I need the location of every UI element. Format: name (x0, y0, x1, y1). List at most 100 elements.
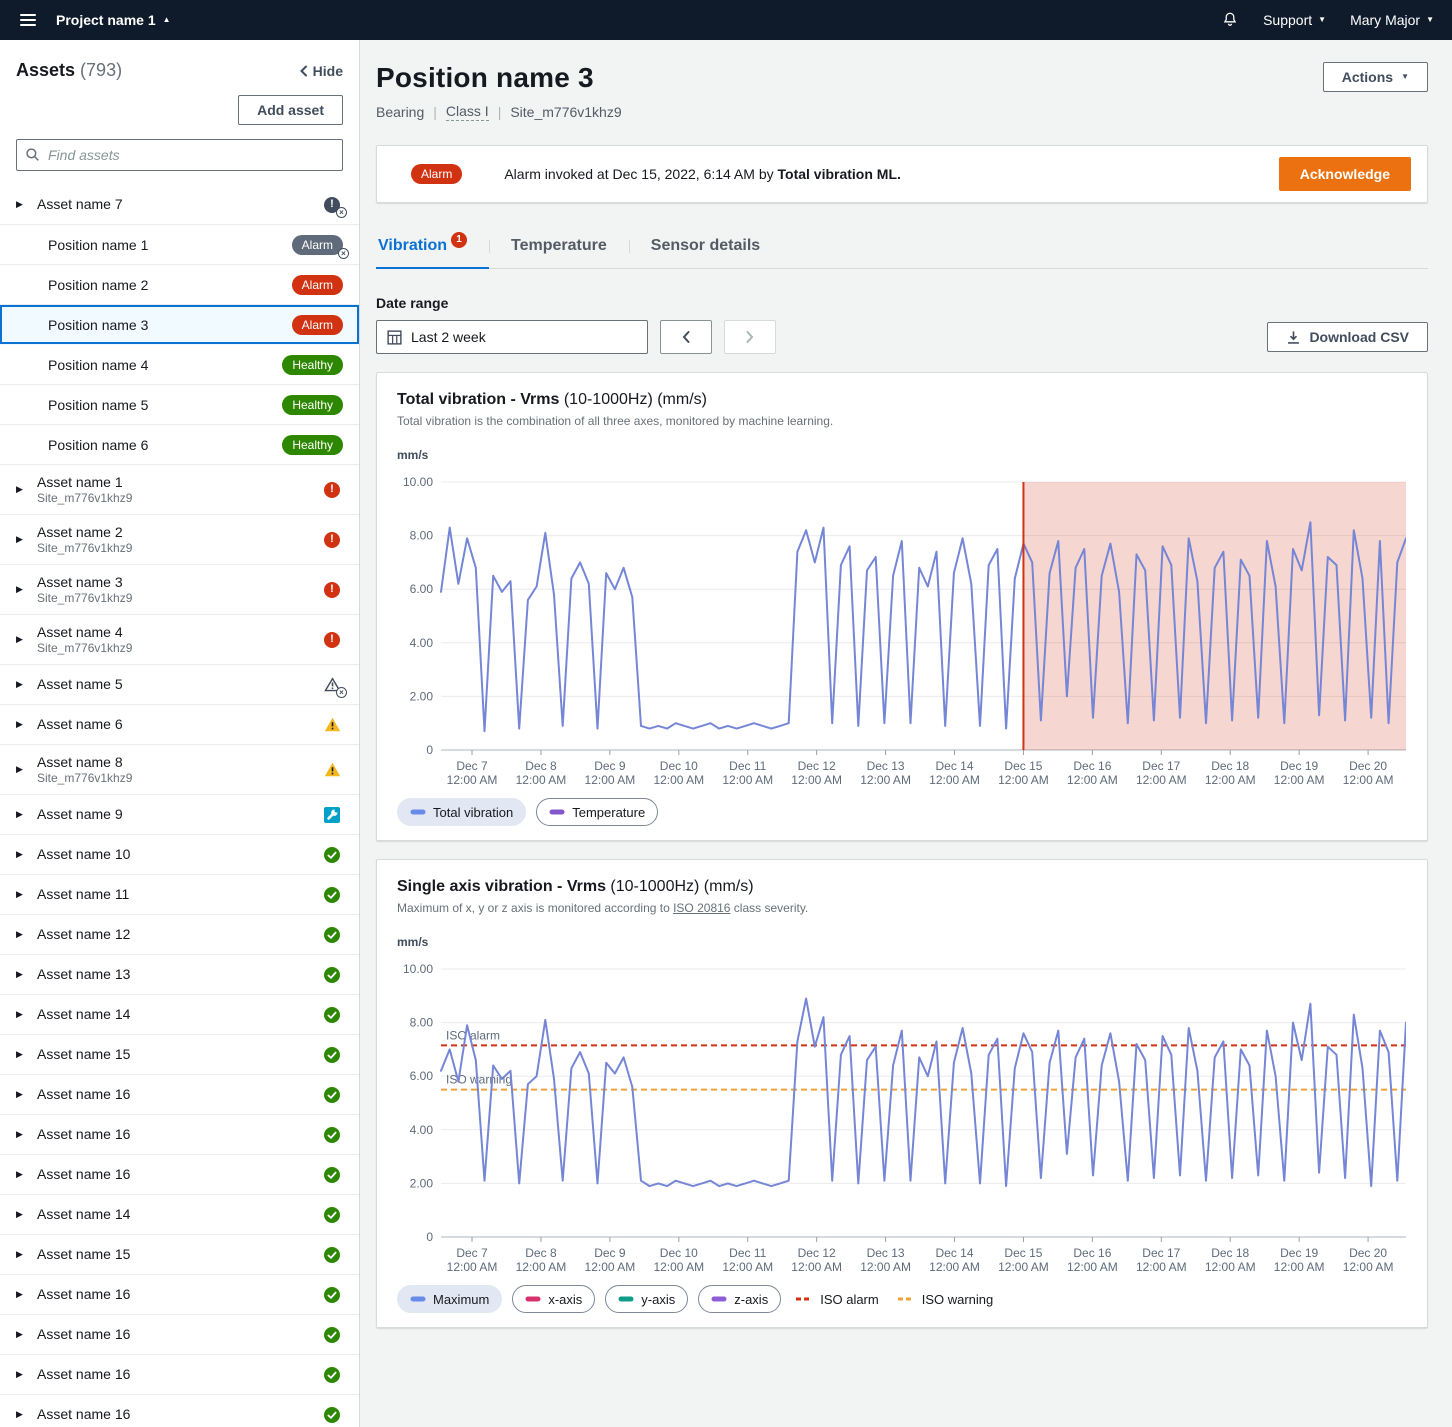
sidebar-asset-row[interactable]: ▶ Asset name 16 (0, 1395, 359, 1427)
sidebar-asset-row[interactable]: ▶ Asset name 2 Site_m776v1khz9! (0, 515, 359, 565)
sidebar-asset-row[interactable]: ▶ Asset name 14 (0, 995, 359, 1035)
legend-item-x-axis[interactable]: x-axis (512, 1285, 596, 1313)
sidebar-asset-row[interactable]: ▶ Asset name 16 (0, 1115, 359, 1155)
sidebar-asset-row[interactable]: ▶ Asset name 13 (0, 955, 359, 995)
sidebar-asset-row[interactable]: ▶ Asset name 4 Site_m776v1khz9! (0, 615, 359, 665)
sidebar-asset-row[interactable]: ▶ Asset name 16 (0, 1315, 359, 1355)
sidebar-asset-row[interactable]: ▶ Asset name 16 (0, 1355, 359, 1395)
caret-down-icon: ▼ (1426, 15, 1434, 24)
legend-dash-swatch (897, 1297, 914, 1301)
expand-arrow-icon[interactable]: ▶ (16, 1409, 23, 1419)
legend-label: z-axis (734, 1291, 769, 1307)
svg-text:12:00 AM: 12:00 AM (447, 773, 498, 787)
page-title: Position name 3 (376, 62, 594, 93)
sidebar-asset-row[interactable]: ▶ Asset name 7 ! × (0, 185, 359, 225)
tab-vibration[interactable]: Vibration 1 (376, 229, 490, 269)
expand-arrow-icon[interactable]: ▶ (16, 534, 23, 544)
menu-icon[interactable] (18, 10, 38, 30)
expand-arrow-icon[interactable]: ▶ (16, 809, 23, 819)
sidebar-position-row[interactable]: Position name 4 Healthy (0, 345, 359, 385)
svg-text:12:00 AM: 12:00 AM (1136, 1260, 1187, 1274)
expand-arrow-icon[interactable]: ▶ (16, 1049, 23, 1059)
project-selector[interactable]: Project name 1 ▲ (56, 12, 171, 28)
class-tooltip-trigger[interactable]: Class I (445, 103, 489, 121)
date-range-select[interactable]: Last 2 week (376, 320, 648, 354)
expand-arrow-icon[interactable]: ▶ (16, 1009, 23, 1019)
expand-arrow-icon[interactable]: ▶ (16, 719, 23, 729)
asset-label: Asset name 14 (37, 1206, 131, 1223)
expand-arrow-icon[interactable]: ▶ (16, 889, 23, 899)
position-meta: Bearing | Class I | Site_m776v1khz9 (376, 103, 622, 121)
sidebar-asset-row[interactable]: ▶ Asset name 11 (0, 875, 359, 915)
sidebar-asset-row[interactable]: ▶ Asset name 15 (0, 1235, 359, 1275)
sidebar-asset-row[interactable]: ▶ Asset name 3 Site_m776v1khz9! (0, 565, 359, 615)
expand-arrow-icon[interactable]: ▶ (16, 1129, 23, 1139)
expand-arrow-icon[interactable]: ▶ (16, 679, 23, 689)
legend-item-maximum[interactable]: Maximum (397, 1285, 503, 1313)
expand-arrow-icon[interactable]: ▶ (16, 1169, 23, 1179)
sidebar-asset-row[interactable]: ▶ Asset name 14 (0, 1195, 359, 1235)
previous-range-button[interactable] (660, 320, 712, 354)
expand-arrow-icon[interactable]: ▶ (16, 584, 23, 594)
sidebar-position-row[interactable]: Position name 6 Healthy (0, 425, 359, 465)
asset-label: Asset name 16 (37, 1406, 131, 1423)
sidebar-position-row[interactable]: Position name 3 Alarm (0, 305, 359, 345)
sidebar-asset-row[interactable]: ▶ Asset name 12 (0, 915, 359, 955)
legend-item-total-vibration[interactable]: Total vibration (397, 798, 527, 826)
sidebar-asset-row[interactable]: ▶ Asset name 16 (0, 1075, 359, 1115)
sidebar-asset-row[interactable]: ▶ Asset name 1 Site_m776v1khz9! (0, 465, 359, 515)
user-menu[interactable]: Mary Major ▼ (1350, 12, 1434, 28)
legend-item-temperature[interactable]: Temperature (536, 798, 659, 826)
add-asset-button[interactable]: Add asset (238, 95, 343, 125)
status-badge: Alarm (291, 314, 343, 335)
acknowledge-button[interactable]: Acknowledge (1278, 157, 1411, 191)
svg-text:12:00 AM: 12:00 AM (653, 773, 704, 787)
sidebar-position-row[interactable]: Position name 1 Alarm × (0, 225, 359, 265)
expand-arrow-icon[interactable]: ▶ (16, 484, 23, 494)
expand-arrow-icon[interactable]: ▶ (16, 1209, 23, 1219)
expand-arrow-icon[interactable]: ▶ (16, 1329, 23, 1339)
svg-text:4.00: 4.00 (410, 636, 434, 650)
single-axis-vibration-chart[interactable]: 0 2.00 4.00 6.00 8.00 10.00 ISO alarm ISO warni… (397, 955, 1406, 1275)
tab-sensor-details[interactable]: Sensor details (628, 229, 782, 269)
expand-arrow-icon[interactable]: ▶ (16, 199, 23, 209)
sidebar-asset-row[interactable]: ▶ Asset name 10 (0, 835, 359, 875)
download-csv-button[interactable]: Download CSV (1267, 322, 1428, 352)
warning-muted-icon: × (323, 676, 347, 698)
support-menu[interactable]: Support ▼ (1263, 12, 1326, 28)
legend-item-y-axis[interactable]: y-axis (605, 1285, 689, 1313)
iso-20816-link[interactable]: ISO 20816 (673, 901, 731, 915)
sidebar-position-row[interactable]: Position name 2 Alarm (0, 265, 359, 305)
hide-sidebar-button[interactable]: Hide (299, 63, 343, 79)
sidebar-position-row[interactable]: Position name 5 Healthy (0, 385, 359, 425)
expand-arrow-icon[interactable]: ▶ (16, 929, 23, 939)
next-range-button[interactable] (724, 320, 776, 354)
status-badge: Alarm × (291, 234, 349, 259)
expand-arrow-icon[interactable]: ▶ (16, 849, 23, 859)
sidebar-asset-row[interactable]: ▶ Asset name 6 (0, 705, 359, 745)
expand-arrow-icon[interactable]: ▶ (16, 1369, 23, 1379)
tab-temperature[interactable]: Temperature (489, 229, 629, 269)
legend-item-z-axis[interactable]: z-axis (698, 1285, 782, 1313)
expand-arrow-icon[interactable]: ▶ (16, 1289, 23, 1299)
expand-arrow-icon[interactable]: ▶ (16, 1249, 23, 1259)
tab-bar: Vibration 1 Temperature Sensor details (376, 229, 1428, 269)
sidebar-asset-row[interactable]: ▶ Asset name 16 (0, 1155, 359, 1195)
notifications-bell-icon[interactable] (1221, 11, 1239, 29)
asset-label: Asset name 11 (37, 886, 130, 903)
sidebar-asset-row[interactable]: ▶ Asset name 8 Site_m776v1khz9 (0, 745, 359, 795)
sidebar-asset-row[interactable]: ▶ Asset name 5 × (0, 665, 359, 705)
actions-button[interactable]: Actions ▼ (1322, 62, 1428, 92)
sidebar-asset-row[interactable]: ▶ Asset name 16 (0, 1275, 359, 1315)
total-vibration-chart-card: Total vibration - Vrms (10-1000Hz) (mm/s… (376, 372, 1428, 841)
sidebar-asset-row[interactable]: ▶ Asset name 9 (0, 795, 359, 835)
search-input[interactable] (16, 139, 343, 171)
expand-arrow-icon[interactable]: ▶ (16, 1089, 23, 1099)
expand-arrow-icon[interactable]: ▶ (16, 764, 23, 774)
svg-text:Dec 8: Dec 8 (525, 1246, 557, 1260)
expand-arrow-icon[interactable]: ▶ (16, 634, 23, 644)
sidebar-asset-row[interactable]: ▶ Asset name 15 (0, 1035, 359, 1075)
expand-arrow-icon[interactable]: ▶ (16, 969, 23, 979)
y-axis-label: mm/s (397, 935, 429, 949)
